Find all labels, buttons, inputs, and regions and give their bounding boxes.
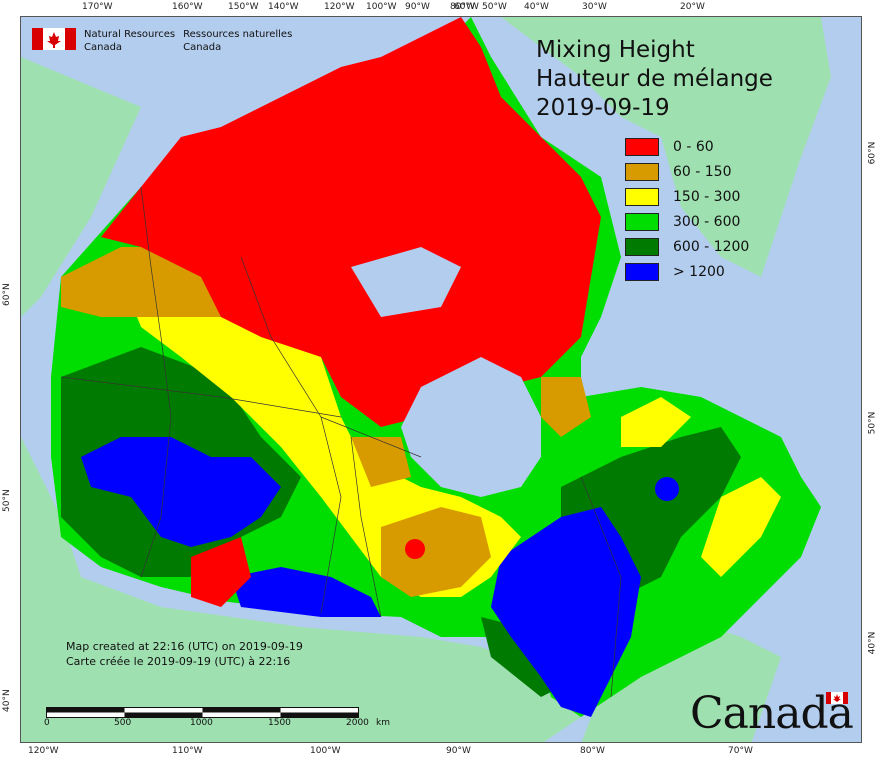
legend-swatch: [625, 237, 659, 256]
right-lat-tick: 50°N: [867, 411, 878, 435]
top-lon-tick: 170°W: [82, 2, 113, 12]
nrcan-english: Natural Resources Canada: [84, 28, 175, 54]
nrcan-fr-line1: Ressources naturelles: [183, 29, 293, 40]
title-date: 2019-09-19: [536, 95, 670, 121]
zone-1200-bc: [81, 437, 281, 547]
map-svg: [21, 17, 861, 742]
zone-0-60-arctic: [101, 17, 601, 427]
top-lon-tick: 80°W: [450, 2, 475, 12]
scale-bar: 0 500 1000 1500 2000 km: [44, 704, 390, 728]
legend-label: 60 - 150: [673, 163, 732, 180]
zone-1200-ontario: [491, 507, 641, 717]
legend-label: 600 - 1200: [673, 238, 750, 255]
right-lat-tick: 40°N: [867, 631, 878, 655]
greenland-land: [501, 17, 831, 277]
map-canvas[interactable]: [20, 16, 862, 743]
legend-item: 0 - 60: [625, 134, 749, 159]
arctic-channel: [351, 247, 461, 317]
usa-land: [21, 437, 581, 742]
provincial-borders: [60, 186, 622, 698]
scale-label: 1500: [268, 718, 291, 728]
title-english: Mixing Height: [536, 37, 695, 63]
bottom-lon-tick: 120°W: [28, 746, 59, 756]
hudson-bay: [401, 357, 541, 497]
bottom-lon-tick: 90°W: [446, 746, 471, 756]
scale-label: 1000: [190, 718, 213, 728]
nrcan-en-line1: Natural Resources: [84, 29, 176, 40]
bottom-lon-tick: 100°W: [310, 746, 341, 756]
canada-flag-icon: [32, 28, 76, 50]
zone-0-60-spot: [405, 539, 425, 559]
nrcan-signature: Natural Resources Canada Ressources natu…: [32, 28, 292, 54]
credit-french: Carte créée le 2019-09-19 (UTC) à 22:16: [66, 655, 291, 668]
zone-150-300-central: [121, 257, 521, 597]
left-lat-tick: 40°N: [2, 689, 12, 712]
bottom-lon-tick: 80°W: [580, 746, 605, 756]
title-french: Hauteur de mélange: [536, 66, 773, 92]
top-lon-tick: 30°W: [582, 2, 607, 12]
legend-item: 150 - 300: [625, 184, 749, 209]
top-lon-tick: 90°W: [405, 2, 430, 12]
scale-label: 2000: [346, 718, 369, 728]
left-lat-tick: 50°N: [2, 489, 12, 512]
scale-unit: km: [376, 718, 390, 728]
top-lon-tick: 150°W: [228, 2, 259, 12]
legend-item: 600 - 1200: [625, 234, 749, 259]
canada-wordmark: Canada: [690, 688, 854, 739]
top-lon-tick: 140°W: [268, 2, 299, 12]
zone-150-300-atlantic: [701, 477, 781, 577]
scale-label: 500: [114, 718, 132, 728]
scale-bar-graphic: [46, 707, 359, 718]
top-lon-tick: 40°W: [524, 2, 549, 12]
legend-swatch: [625, 262, 659, 281]
zone-1200-prairie: [231, 567, 381, 617]
legend-label: 300 - 600: [673, 213, 741, 230]
nrcan-en-line2: Canada: [84, 42, 123, 53]
legend-swatch: [625, 187, 659, 206]
legend-label: 0 - 60: [673, 138, 714, 155]
zone-0-60-prairie: [191, 537, 251, 607]
zone-60-150-ontario: [381, 507, 491, 597]
legend-item: 60 - 150: [625, 159, 749, 184]
top-lon-tick: 20°W: [680, 2, 705, 12]
zone-150-300-labrador: [621, 397, 691, 447]
nrcan-fr-line2: Canada: [183, 42, 222, 53]
top-lon-tick: 120°W: [324, 2, 355, 12]
left-lat-tick: 60°N: [2, 283, 12, 306]
bottom-lon-tick: 110°W: [172, 746, 203, 756]
legend-swatch: [625, 137, 659, 156]
legend-label: > 1200: [673, 263, 725, 280]
scale-label: 0: [44, 718, 50, 728]
top-lon-tick: 50°W: [482, 2, 507, 12]
right-lat-tick: 60°N: [867, 141, 878, 165]
legend-swatch: [625, 212, 659, 231]
legend-item: > 1200: [625, 259, 749, 284]
top-lon-tick: 100°W: [366, 2, 397, 12]
map-credits: Map created at 22:16 (UTC) on 2019-09-19…: [66, 639, 303, 669]
bottom-lon-tick: 70°W: [728, 746, 753, 756]
credit-english: Map created at 22:16 (UTC) on 2019-09-19: [66, 640, 303, 653]
legend: 0 - 60 60 - 150 150 - 300 300 - 600 600 …: [625, 134, 749, 284]
top-lon-tick: 160°W: [172, 2, 203, 12]
wordmark-flag-icon: [826, 692, 848, 704]
alaska-land: [21, 57, 141, 317]
legend-swatch: [625, 162, 659, 181]
zone-60-150-hudson: [351, 437, 411, 487]
legend-label: 150 - 300: [673, 188, 741, 205]
nrcan-french: Ressources naturelles Canada: [183, 28, 292, 54]
zone-1200-spot: [655, 477, 679, 501]
top-lon-tick: 60°W: [454, 2, 479, 12]
zone-60-150-quebec: [541, 377, 591, 437]
map-title: Mixing Height Hauteur de mélange 2019-09…: [536, 36, 773, 123]
legend-item: 300 - 600: [625, 209, 749, 234]
